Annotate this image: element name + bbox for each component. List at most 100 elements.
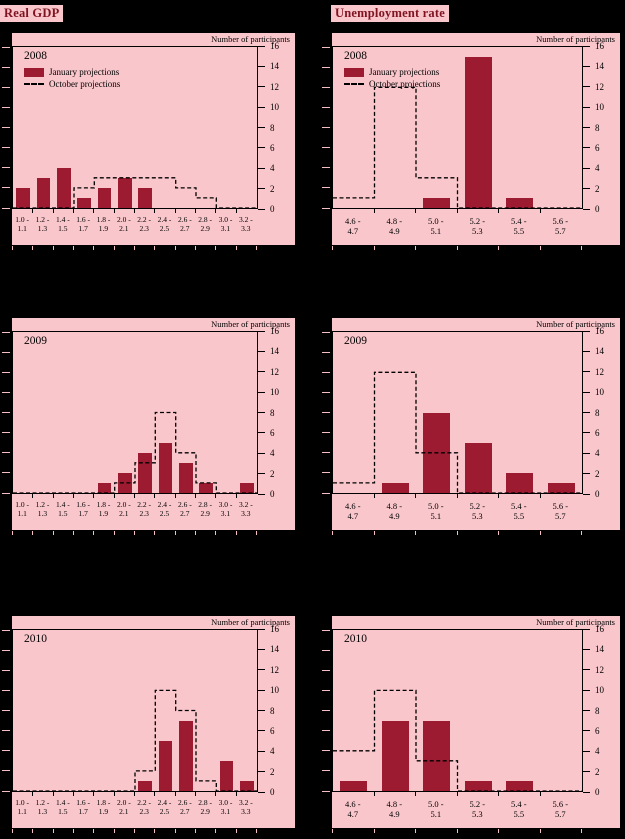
x-bin-label-lower: 4.9 [388, 226, 400, 237]
x-bin-label-upper: 3.2 - [238, 500, 253, 509]
y-tick-label: 10 [595, 102, 604, 113]
january-projection-bar [219, 760, 234, 791]
legend-january: January projections [24, 67, 120, 77]
x-bin-label-upper: 1.2 - [35, 798, 50, 807]
plot-area: 2008 January projections October projectio… [2, 46, 258, 209]
x-bin-label: 1.4 -1.5 [53, 798, 73, 816]
x-bin-label-lower: 2.3 [139, 224, 149, 233]
y-tick-label: 2 [595, 183, 600, 194]
january-projection-bar [36, 177, 51, 208]
x-tick-mark [215, 494, 217, 498]
x-bin-label-lower: 5.3 [471, 511, 483, 522]
y-tick-mark [258, 473, 265, 475]
x-tick-mark [73, 792, 74, 796]
bottom-edge-tick [154, 829, 156, 833]
x-bin-label-lower: 5.7 [554, 809, 566, 820]
x-bin-label-lower: 4.7 [347, 226, 359, 237]
x-bin-label-lower: 3.3 [241, 807, 251, 816]
y-tick-mark-left [322, 452, 330, 454]
y-tick-mark-left [322, 710, 330, 711]
x-bin-label: 3.2 -3.3 [236, 215, 256, 233]
y-tick-mark [258, 65, 265, 67]
bottom-edge-tick [134, 531, 135, 535]
y-tick-mark-left [2, 127, 10, 128]
x-tick-mark [373, 209, 375, 213]
y-tick-label: 12 [595, 664, 604, 675]
y-tick-mark [583, 432, 590, 434]
x-tick-mark [415, 792, 416, 796]
january-projection-bar [16, 187, 30, 208]
x-bin-label-upper: 2.4 - [157, 500, 172, 509]
x-tick-mark [498, 209, 499, 213]
y-tick-mark-left [2, 770, 10, 772]
y-tick-mark-left [322, 649, 330, 651]
x-tick-mark [174, 209, 176, 213]
legend-october-label: October projections [49, 79, 121, 89]
x-bin-label: 5.6 -5.7 [540, 216, 582, 236]
y-tick-mark [583, 330, 590, 332]
y-tick-mark [583, 412, 590, 413]
x-tick-mark [539, 209, 541, 213]
x-tick-mark [113, 792, 115, 796]
x-bin-label-upper: 5.0 - [427, 216, 444, 226]
x-bin-label-upper: 4.8 - [386, 216, 403, 226]
january-projection-bar [179, 720, 193, 791]
y-tick-mark [258, 188, 265, 190]
x-bin-label: 1.6 -1.7 [73, 215, 93, 233]
x-bin-label-lower: 2.9 [200, 224, 210, 233]
y-tick-mark-left [322, 770, 330, 772]
bottom-edge-tick [256, 829, 257, 833]
y-tick-label: 0 [270, 787, 275, 797]
panel-unemployment-2009: Number of participants 2009 16 14 12 10 8 6 4 2 0 4… [322, 318, 620, 535]
y-tick-mark [258, 45, 265, 47]
bottom-edge-tick [256, 531, 257, 535]
x-bin-label-lower: 2.3 [139, 807, 149, 816]
x-bin-label: 2.6 -2.7 [175, 215, 195, 233]
year-label: 2009 [24, 335, 47, 347]
y-tick-mark [583, 493, 590, 495]
y-tick-label: 8 [270, 407, 275, 418]
x-tick-mark [235, 494, 237, 498]
x-bin-label-lower: 1.7 [78, 224, 88, 233]
x-tick-mark [415, 209, 416, 213]
x-tick-mark [73, 209, 74, 213]
y-tick-mark [583, 452, 590, 454]
bottom-edge-tick [332, 829, 333, 833]
october-projections-dashed-line [13, 411, 257, 494]
january-projection-bar [547, 482, 575, 493]
y-tick-mark-left [322, 629, 330, 631]
january-projection-bar [381, 720, 409, 791]
x-bin-label: 3.0 -3.1 [215, 500, 235, 518]
y-tick-mark-left [2, 167, 10, 169]
x-tick-mark [415, 494, 416, 498]
x-bin-label-lower: 1.5 [58, 807, 68, 816]
y-tick-mark-left [2, 331, 10, 333]
x-tick-mark [134, 209, 135, 213]
bottom-edge-tick [498, 531, 499, 535]
x-bin-label-lower: 4.9 [388, 511, 400, 522]
y-tick-mark-left [2, 790, 10, 792]
x-bin-label: 3.2 -3.3 [236, 798, 256, 816]
y-tick-label: 6 [595, 725, 600, 736]
panel-real-gdp-2008: Number of participants 2008 January projec… [2, 33, 295, 250]
y-tick-mark [258, 628, 265, 630]
x-tick-mark [134, 792, 135, 796]
bottom-edge-tick [12, 531, 13, 535]
y-tick-label: 8 [595, 122, 600, 133]
y-tick-mark-left [322, 147, 330, 149]
y-tick-label: 8 [270, 705, 275, 716]
january-projection-bar [158, 442, 173, 493]
bottom-edge-tick [498, 829, 499, 833]
bottom-edge-tick [174, 531, 176, 535]
y-tick-mark [258, 391, 265, 393]
january-projection-bar [423, 197, 451, 208]
x-bin-label-upper: 1.8 - [96, 798, 111, 807]
x-bin-label-lower: 5.5 [513, 809, 525, 820]
bottom-edge-tick [456, 246, 458, 250]
x-bin-label-lower: 1.3 [37, 807, 48, 816]
x-bin-label-upper: 5.2 - [469, 216, 486, 226]
bottom-edge-tick [32, 246, 34, 250]
bottom-edge-tick [415, 531, 416, 535]
y-tick-label: 14 [270, 644, 279, 655]
y-tick-mark-left [322, 66, 330, 68]
